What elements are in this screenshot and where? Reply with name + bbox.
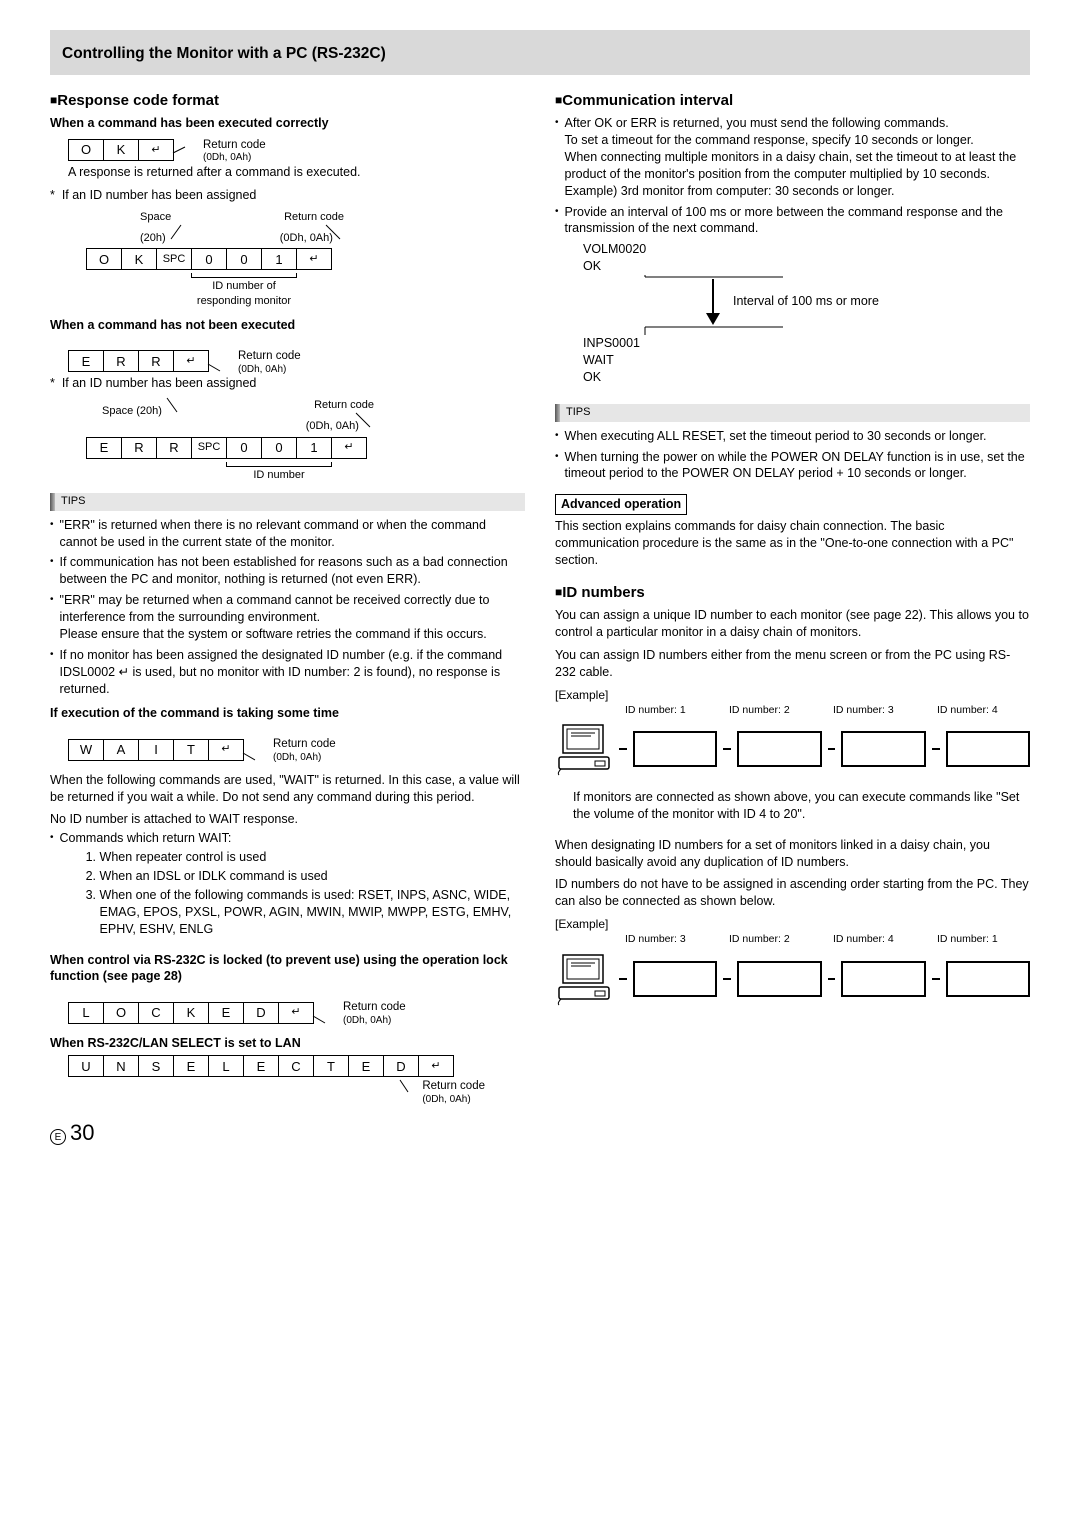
byte-return: ↵ [138,139,174,161]
err-bytes: E R R ↵ [68,350,208,372]
monitor-icon [737,961,821,997]
idnum-label: ID number [226,468,332,483]
right-column: ■Communication interval After OK or ERR … [555,91,1030,1106]
monitor-icon [737,731,821,767]
interval-label: Interval of 100 ms or more [733,294,879,308]
annot-labels2: Space (20h) Return code(0Dh, 0Ah) [86,398,525,434]
int-line: OK [583,258,1030,275]
locked-bytes: L O C K E D ↵ [68,1002,313,1024]
if-id-note2: * If an ID number has been assigned [50,375,525,392]
chain2-labels: ID number: 3 ID number: 2 ID number: 4 I… [625,932,1030,946]
page-marker-e: E [50,1129,66,1145]
when-correct: When a command has been executed correct… [50,115,525,132]
int-line: WAIT [583,352,1030,369]
unselected-bytes: U N S E L E C T E D ↵ [68,1055,525,1077]
tips-bar: TIPS [50,493,525,511]
wait-text2: No ID number is attached to WAIT respons… [50,811,525,828]
example-label-2: [Example] [555,916,1030,932]
annot-labels: Space (20h) Return code(0Dh, 0Ah) [86,210,525,246]
byte: O [68,139,104,161]
when-lan: When RS-232C/LAN SELECT is set to LAN [50,1035,525,1052]
int-line: VOLM0020 [583,241,1030,258]
return-code-label: Return code (0Dh, 0Ah) [238,350,301,375]
when-locked: When control via RS-232C is locked (to p… [50,952,525,986]
chain-p2: When designating ID numbers for a set of… [555,837,1030,871]
when-time: If execution of the command is taking so… [50,705,525,722]
chain-text: If monitors are connected as shown above… [573,789,1030,823]
int-line: OK [583,369,1030,386]
chain-row-2 [557,951,1030,1007]
section-idnum-title: ■ID numbers [555,583,1030,603]
pc-icon [557,721,613,777]
monitor-icon [841,731,925,767]
idnum-p1: You can assign a unique ID number to eac… [555,607,1030,641]
when-not: When a command has not been executed [50,317,525,334]
chain-row-1 [557,721,1030,777]
pc-icon [557,951,613,1007]
header-title: Controlling the Monitor with a PC (RS-23… [62,44,1018,65]
page-header: Controlling the Monitor with a PC (RS-23… [50,30,1030,75]
monitor-icon [946,961,1030,997]
wait-intro: Commands which return WAIT: When repeate… [50,830,525,939]
tips-list-2: When executing ALL RESET, set the timeou… [555,428,1030,483]
page-number: 30 [70,1118,94,1148]
ok-id-bytes: O K SPC 0 0 1 ↵ [86,248,525,270]
example-label: [Example] [555,687,1030,703]
return-code-label: Return code (0Dh, 0Ah) [203,139,266,164]
page-footer: E 30 [50,1118,1030,1148]
response-text: A response is returned after a command i… [68,164,525,181]
section-response-title: ■Response code format [50,91,525,111]
comm-bullets: After OK or ERR is returned, you must se… [555,115,1030,237]
wait-cmd-list: When repeater control is used When an ID… [60,849,525,937]
adv-text: This section explains commands for daisy… [555,518,1030,569]
monitor-icon [633,961,717,997]
monitor-icon [946,731,1030,767]
chain-p3: ID numbers do not have to be assigned in… [555,876,1030,910]
wait-bytes: W A I T ↵ [68,739,243,761]
idnum-p2: You can assign ID numbers either from th… [555,647,1030,681]
monitor-icon [633,731,717,767]
tips-bar-2: TIPS [555,404,1030,422]
wait-text1: When the following commands are used, "W… [50,772,525,806]
advanced-box: Advanced operation [555,494,687,515]
monitor-icon [841,961,925,997]
if-id-note: * If an ID number has been assigned [50,187,525,204]
tips-list-1: "ERR" is returned when there is no relev… [50,517,525,698]
err-id-bytes: E R R SPC 0 0 1 ↵ [86,437,525,459]
byte: K [103,139,139,161]
section-comm-title: ■Communication interval [555,91,1030,111]
int-line: INPS0001 [583,335,1030,352]
id-resp-label: ID number of responding monitor [191,279,297,309]
left-column: ■Response code format When a command has… [50,91,525,1106]
content-columns: ■Response code format When a command has… [50,91,1030,1106]
ok-bytes: O K ↵ [68,139,173,161]
chain1-labels: ID number: 1 ID number: 2 ID number: 3 I… [625,703,1030,717]
